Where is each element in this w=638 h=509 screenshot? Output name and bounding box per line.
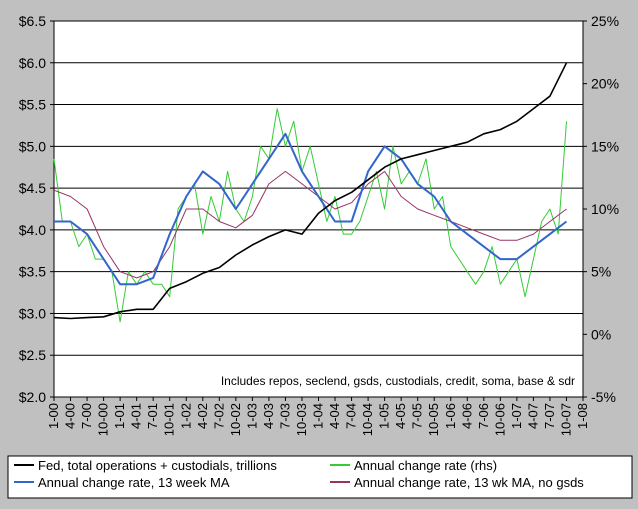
left-tick-label: $2.0	[19, 389, 46, 405]
legend-label: Fed, total operations + custodials, tril…	[38, 458, 277, 473]
x-tick-label: 1-02	[178, 403, 193, 429]
x-tick-label: 7-07	[542, 403, 557, 429]
x-tick-label: 7-02	[211, 403, 226, 429]
x-tick-label: 4-02	[195, 403, 210, 429]
x-tick-label: 4-01	[129, 403, 144, 429]
right-tick-label: -5%	[591, 389, 616, 405]
legend-box	[7, 455, 633, 499]
x-tick-label: 7-06	[476, 403, 491, 429]
x-tick-label: 10-00	[96, 403, 111, 436]
left-tick-label: $5.5	[19, 97, 46, 113]
chart-annotation: Includes repos, seclend, gsds, custodial…	[221, 374, 575, 388]
x-tick-label: 4-05	[393, 403, 408, 429]
legend-label: Annual change rate, 13 week MA	[38, 475, 230, 490]
x-tick-label: 1-01	[112, 403, 127, 429]
legend-label: Annual change rate (rhs)	[354, 458, 497, 473]
x-tick-label: 10-07	[558, 403, 573, 436]
left-tick-label: $2.5	[19, 347, 46, 363]
x-tick-label: 1-00	[46, 403, 61, 429]
x-axis: 1-00 4-00 7-00 10-00 1-01 4-01 7-01 10-01 1-02 4-…	[46, 397, 590, 436]
left-tick-label: $6.5	[19, 13, 46, 29]
x-tick-label: 4-06	[459, 403, 474, 429]
series-line	[53, 62, 568, 320]
series-line	[53, 108, 567, 323]
x-tick-label: 1-08	[575, 403, 590, 429]
x-tick-label: 10-02	[228, 403, 243, 436]
x-tick-label: 4-00	[63, 403, 78, 429]
x-tick-label: 1-07	[509, 403, 524, 429]
x-tick-label: 7-04	[344, 403, 359, 429]
series-line	[53, 170, 567, 279]
x-tick-label: 1-05	[377, 403, 392, 429]
x-tick-label: 10-06	[492, 403, 507, 436]
left-tick-label: $3.0	[19, 305, 46, 321]
right-tick-label: 10%	[591, 201, 619, 217]
left-tick-label: $5.0	[19, 138, 46, 154]
x-tick-label: 1-04	[311, 403, 326, 429]
legend-label: Annual change rate, 13 wk MA, no gsds	[354, 475, 584, 490]
x-tick-label: 10-03	[294, 403, 309, 436]
plot-area	[53, 20, 584, 398]
left-tick-label: $4.5	[19, 180, 46, 196]
right-tick-label: 0%	[591, 326, 611, 342]
legend: Fed, total operations + custodials, tril…	[14, 458, 584, 490]
left-tick-label: $4.0	[19, 222, 46, 238]
series-line	[54, 132, 568, 286]
x-tick-label: 10-05	[426, 403, 441, 436]
x-tick-label: 7-05	[410, 403, 425, 429]
left-axis: $2.0 $2.5 $3.0 $3.5 $4.0 $4.5 $5.0 $5.5 $6.0 $6.5	[19, 13, 54, 405]
x-tick-label: 4-07	[525, 403, 540, 429]
right-tick-label: 20%	[591, 76, 619, 92]
x-tick-label: 4-03	[261, 403, 276, 429]
right-axis: -5% 0% 5% 10% 15% 20% 25%	[583, 13, 619, 405]
series-lines	[53, 62, 568, 323]
x-tick-label: 7-00	[79, 403, 94, 429]
gridlines	[54, 62, 583, 356]
right-tick-label: 5%	[591, 264, 611, 280]
right-tick-label: 15%	[591, 138, 619, 154]
x-tick-label: 10-01	[162, 403, 177, 436]
left-tick-label: $6.0	[19, 55, 46, 71]
left-tick-label: $3.5	[19, 264, 46, 280]
x-tick-label: 10-04	[360, 403, 375, 436]
x-tick-label: 4-04	[327, 403, 342, 429]
right-tick-label: 25%	[591, 13, 619, 29]
x-tick-label: 7-03	[277, 403, 292, 429]
x-tick-label: 1-03	[244, 403, 259, 429]
x-tick-label: 1-06	[443, 403, 458, 429]
x-tick-label: 7-01	[145, 403, 160, 429]
